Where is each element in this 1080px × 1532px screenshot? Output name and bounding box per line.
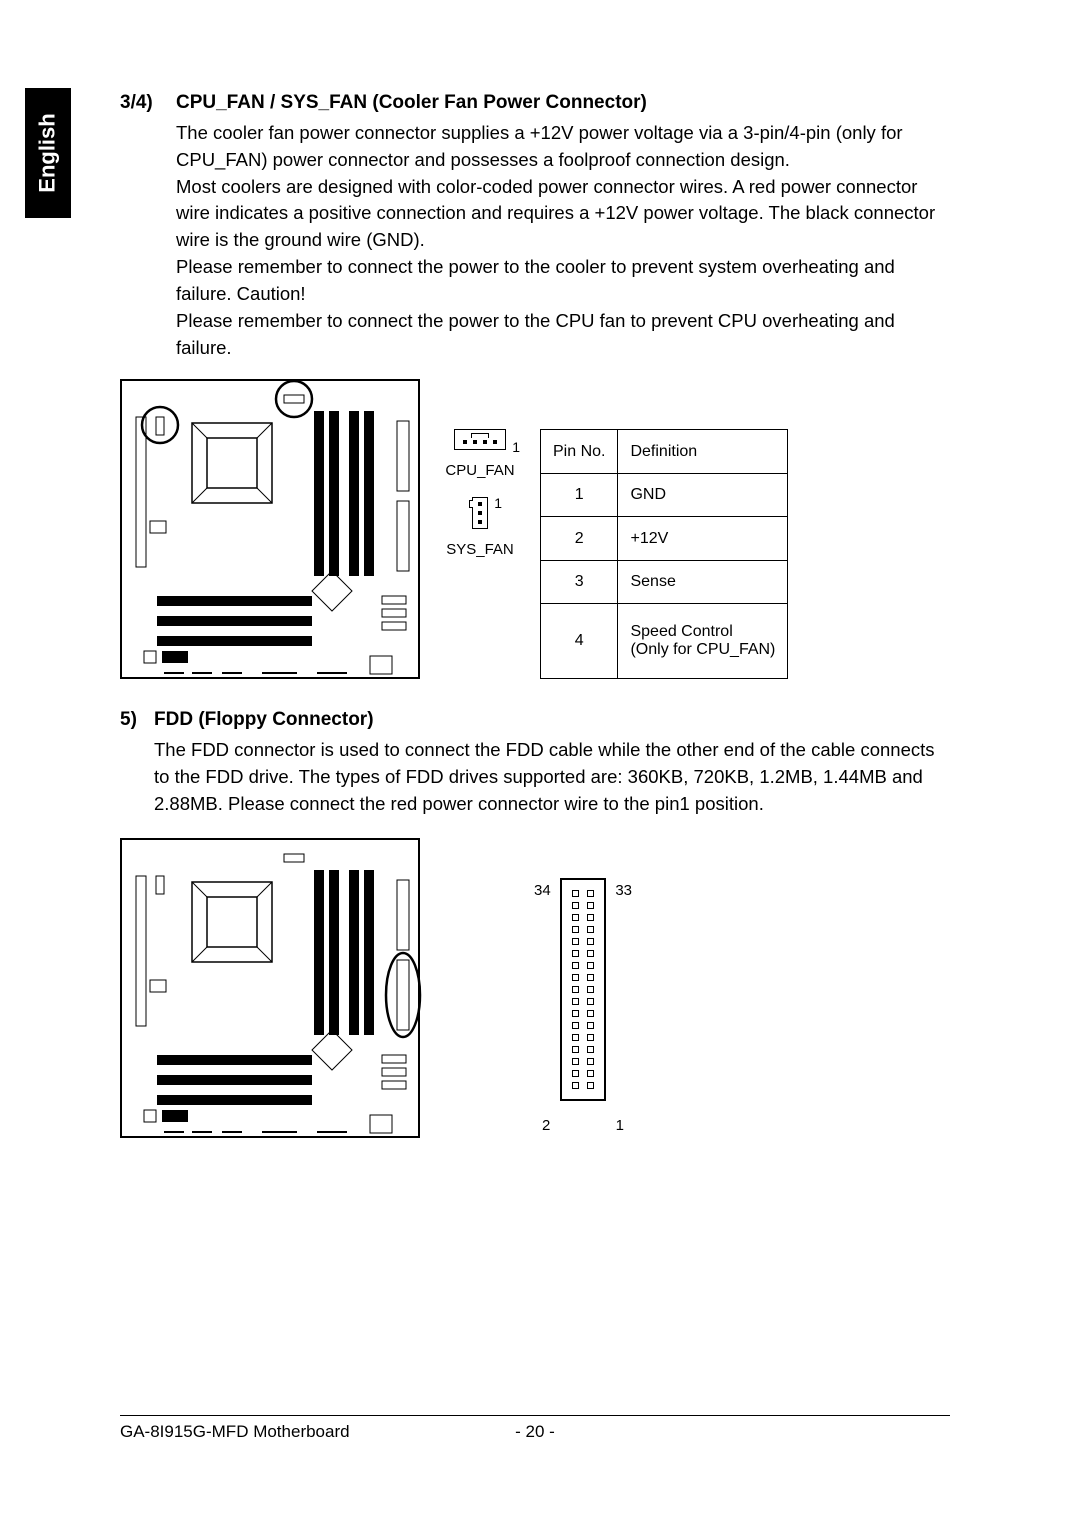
fdd-pin	[572, 986, 579, 993]
section-34-num: 3/4)	[120, 92, 176, 114]
table-row: 4Speed Control (Only for CPU_FAN)	[541, 604, 788, 679]
fdd-pin	[587, 1058, 594, 1065]
fdd-pin	[572, 1034, 579, 1041]
table-row: 3Sense	[541, 560, 788, 604]
section-5-title: FDD (Floppy Connector)	[154, 709, 374, 731]
fdd-pin1: 1	[616, 1117, 624, 1134]
fdd-pin	[587, 1034, 594, 1041]
fdd-pin	[572, 950, 579, 957]
table-row: 1GND	[541, 473, 788, 517]
fdd-pin	[572, 962, 579, 969]
fdd-pin	[587, 998, 594, 1005]
page-footer: GA-8I915G-MFD Motherboard - 20 -	[120, 1415, 950, 1442]
sys-fan-connector	[472, 497, 488, 529]
footer-page-number: - 20 -	[505, 1422, 565, 1442]
page-content: 3/4) CPU_FAN / SYS_FAN (Cooler Fan Power…	[120, 92, 950, 1138]
fdd-pin	[587, 1010, 594, 1017]
mobo-svg-fdd	[122, 840, 422, 1140]
fdd-pin	[572, 914, 579, 921]
fdd-pin33: 33	[615, 882, 632, 899]
fdd-pin	[587, 926, 594, 933]
fdd-pin	[587, 962, 594, 969]
fdd-pin	[572, 1010, 579, 1017]
fdd-diagram-row: 34 33 2 1	[120, 838, 950, 1138]
section-5-num: 5)	[120, 709, 154, 731]
fdd-pin	[572, 1058, 579, 1065]
sys-fan-pin1: 1	[494, 495, 502, 511]
fdd-pin	[572, 902, 579, 909]
table-row: 2+12V	[541, 517, 788, 561]
fdd-pin	[572, 1022, 579, 1029]
motherboard-diagram-fan	[120, 379, 420, 679]
fdd-pin	[587, 890, 594, 897]
fdd-pin	[572, 926, 579, 933]
fdd-connector-diagram: 34 33 2 1	[560, 878, 606, 1138]
fdd-pin34: 34	[534, 882, 551, 899]
fdd-pin	[587, 914, 594, 921]
section-5: 5) FDD (Floppy Connector) The FDD connec…	[120, 709, 950, 1137]
fdd-pin	[572, 1046, 579, 1053]
section-5-heading: 5) FDD (Floppy Connector)	[120, 709, 950, 731]
table-header-row: Pin No. Definition	[541, 430, 788, 474]
fdd-pin	[572, 938, 579, 945]
motherboard-diagram-fdd	[120, 838, 420, 1138]
fdd-pin	[572, 1082, 579, 1089]
fdd-pin	[572, 890, 579, 897]
mobo-svg	[122, 381, 422, 681]
fdd-pin	[587, 950, 594, 957]
fdd-pin	[572, 998, 579, 1005]
cpu-fan-label: CPU_FAN	[445, 462, 514, 479]
fdd-pin	[587, 1022, 594, 1029]
section-34-title: CPU_FAN / SYS_FAN (Cooler Fan Power Conn…	[176, 92, 647, 114]
fdd-pin	[587, 1082, 594, 1089]
fdd-pin	[587, 1046, 594, 1053]
section-34-body: The cooler fan power connector supplies …	[176, 120, 950, 361]
th-definition: Definition	[618, 430, 788, 474]
fdd-pin	[587, 1070, 594, 1077]
language-tab: English	[25, 88, 71, 218]
sys-fan-label: SYS_FAN	[446, 541, 514, 558]
fdd-pin	[587, 938, 594, 945]
th-pinno: Pin No.	[541, 430, 618, 474]
fan-diagram-row: 1 CPU_FAN 1 SYS_FAN Pin No. Definition 1…	[120, 379, 950, 679]
pin-definition-table: Pin No. Definition 1GND 2+12V 3Sense 4Sp…	[540, 429, 788, 679]
language-tab-text: English	[35, 113, 61, 192]
fdd-pin	[587, 902, 594, 909]
cpu-fan-connector	[454, 429, 506, 450]
footer-model: GA-8I915G-MFD Motherboard	[120, 1422, 505, 1442]
section-5-body: The FDD connector is used to connect the…	[154, 737, 950, 817]
fdd-pin	[587, 974, 594, 981]
fdd-pin2: 2	[542, 1117, 550, 1134]
fdd-pin	[572, 974, 579, 981]
cpu-fan-pin1: 1	[512, 439, 520, 455]
section-34-heading: 3/4) CPU_FAN / SYS_FAN (Cooler Fan Power…	[120, 92, 950, 114]
fdd-pin	[572, 1070, 579, 1077]
fan-connector-column: 1 CPU_FAN 1 SYS_FAN	[420, 379, 540, 679]
fdd-pin	[587, 986, 594, 993]
